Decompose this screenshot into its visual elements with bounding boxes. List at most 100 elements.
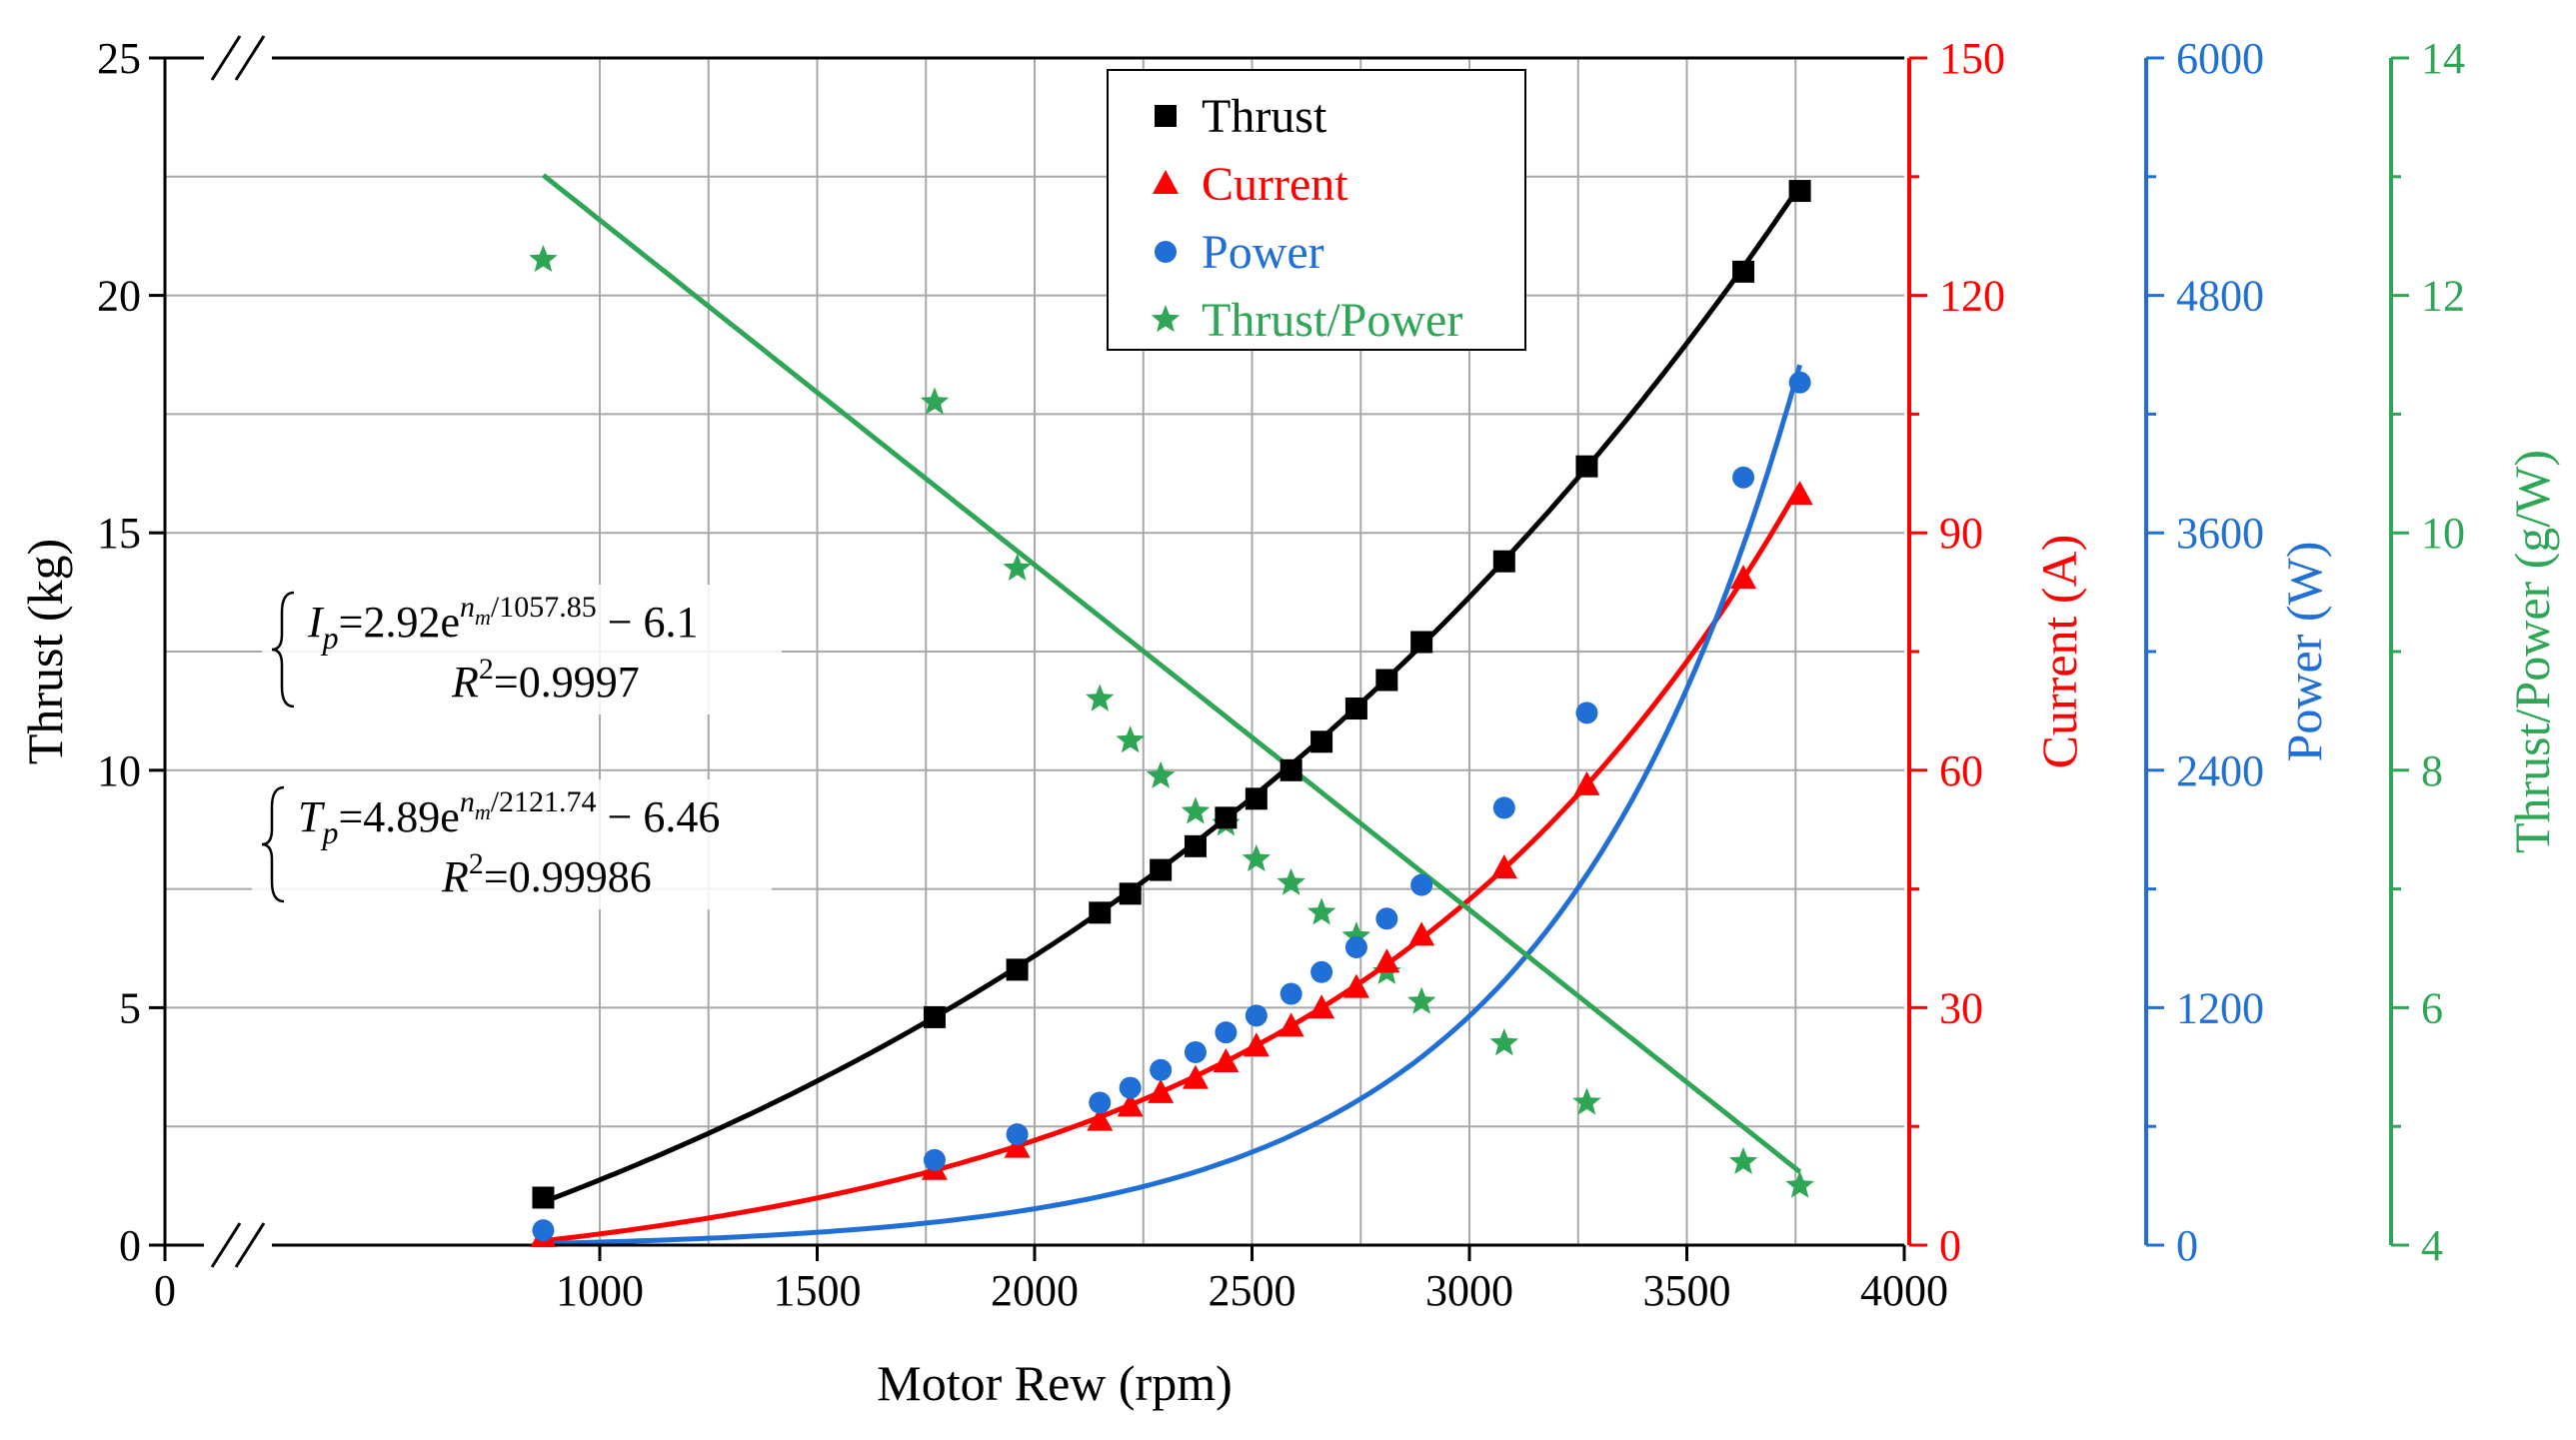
data-point — [1310, 960, 1333, 983]
current-tick-label: 90 — [1939, 509, 1983, 558]
data-point — [1182, 1064, 1209, 1089]
data-point — [1146, 760, 1176, 788]
power-tick-label: 0 — [2176, 1221, 2198, 1270]
data-point — [1410, 873, 1433, 896]
thrust-equation-bg — [252, 779, 772, 909]
data-point — [1306, 897, 1336, 925]
data-point — [1573, 770, 1600, 795]
data-point — [1732, 260, 1755, 283]
data-point — [1004, 1133, 1031, 1158]
data-point — [1788, 180, 1811, 203]
legend-box — [1107, 69, 1526, 351]
data-point — [1003, 553, 1032, 581]
data-point — [1373, 948, 1400, 973]
current-tick-label: 0 — [1939, 1221, 1961, 1270]
data-point — [1786, 481, 1813, 506]
legend-marker — [1151, 305, 1181, 333]
current-tick-label: 60 — [1939, 746, 1983, 795]
power-tick-label: 6000 — [2176, 34, 2264, 83]
data-point — [1788, 371, 1811, 394]
data-point — [1575, 455, 1598, 478]
legend-label: Current — [1202, 158, 1348, 211]
current-equation: Ip=2.92enm/1057.85 − 6.1R2=0.9997 — [262, 585, 782, 715]
ratio-tick-label: 14 — [2421, 34, 2465, 83]
data-point — [1308, 994, 1335, 1019]
thrust-equation-brace — [261, 785, 285, 903]
data-point — [1116, 725, 1145, 753]
x-axis-title: Motor Rew (rpm) — [877, 1355, 1233, 1411]
data-point — [1148, 1078, 1175, 1103]
ratio-tick-label: 10 — [2421, 509, 2465, 558]
data-point — [920, 387, 950, 415]
fit-equations: Ip=2.92enm/1057.85 − 6.1R2=0.9997 Tp=4.89… — [252, 585, 782, 909]
data-point — [1730, 565, 1757, 590]
ratio-tick-label: 4 — [2421, 1221, 2443, 1270]
data-point — [1344, 936, 1367, 959]
data-point — [1243, 1032, 1270, 1057]
legend-marker — [1155, 241, 1177, 263]
data-point — [1006, 1123, 1029, 1146]
thrust-axis-title: Thrust (kg) — [17, 539, 73, 764]
data-point — [1375, 669, 1398, 692]
axis-break-top-gap — [204, 42, 272, 74]
data-point — [1410, 631, 1433, 654]
x-tick-label: 1500 — [774, 1266, 862, 1315]
thrust-tick-label: 25 — [97, 34, 141, 83]
current-equation-r2: R2=0.9997 — [451, 653, 640, 707]
thrust-tick-label: 10 — [97, 746, 141, 795]
thrust-tick-label: 5 — [119, 983, 141, 1032]
thrust-tick-label: 20 — [97, 272, 141, 321]
axis-break-bottom-gap — [204, 1229, 272, 1261]
power-tick-label: 2400 — [2176, 746, 2264, 795]
data-point — [1245, 1004, 1268, 1027]
data-point — [1119, 1076, 1142, 1099]
x-tick-label: 3000 — [1425, 1266, 1513, 1315]
current-equation-bg — [262, 585, 782, 715]
thrust-tick-label: 15 — [97, 509, 141, 558]
data-point — [1575, 702, 1598, 724]
thrust-equation-formula: Tp=4.89enm/2121.74 − 6.46 — [298, 785, 720, 850]
axis-break-top — [234, 35, 266, 81]
x-tick-label: 2000 — [991, 1266, 1079, 1315]
data-point — [1277, 867, 1305, 895]
current-tick-label: 150 — [1939, 34, 2005, 83]
current-tick-label: 120 — [1939, 272, 2005, 321]
data-point — [1150, 858, 1173, 881]
current-equation-formula: Ip=2.92enm/1057.85 − 6.1 — [307, 591, 699, 656]
power-axis-title: Power (W) — [2276, 542, 2332, 762]
legend-label: Power — [1202, 226, 1324, 279]
data-point — [1408, 921, 1435, 946]
thrust-tick-label: 0 — [119, 1221, 141, 1270]
current-tick-label: 30 — [1939, 983, 1983, 1032]
data-point — [1089, 901, 1112, 924]
fit-line — [543, 364, 1803, 1246]
axis-break-top — [210, 35, 242, 81]
data-point — [532, 1219, 555, 1242]
fit-line — [541, 173, 1802, 1174]
data-point — [1181, 796, 1211, 824]
data-point — [1213, 1048, 1240, 1073]
data-point — [1344, 698, 1367, 720]
data-point — [1280, 758, 1302, 781]
data-point — [1215, 806, 1238, 829]
data-point — [1119, 882, 1142, 905]
data-point — [1732, 466, 1755, 489]
data-markers — [529, 180, 1814, 1248]
data-point — [1728, 1146, 1758, 1174]
data-point — [1150, 1058, 1173, 1081]
data-point — [1184, 834, 1207, 857]
legend-marker — [1153, 170, 1179, 194]
x-tick-label: 0 — [154, 1266, 176, 1315]
x-tick-label: 3500 — [1643, 1266, 1731, 1315]
data-point — [1184, 1040, 1207, 1063]
ratio-tick-label: 12 — [2421, 272, 2465, 321]
legend-label: Thrust/Power — [1202, 294, 1462, 347]
x-tick-label: 4000 — [1860, 1266, 1948, 1315]
axis-break-bottom — [210, 1222, 242, 1268]
thrust-equation-r2: R2=0.99986 — [441, 847, 652, 901]
data-point — [1310, 730, 1333, 753]
data-point — [1341, 921, 1371, 949]
current-axis-title: Current (A) — [2031, 535, 2087, 769]
